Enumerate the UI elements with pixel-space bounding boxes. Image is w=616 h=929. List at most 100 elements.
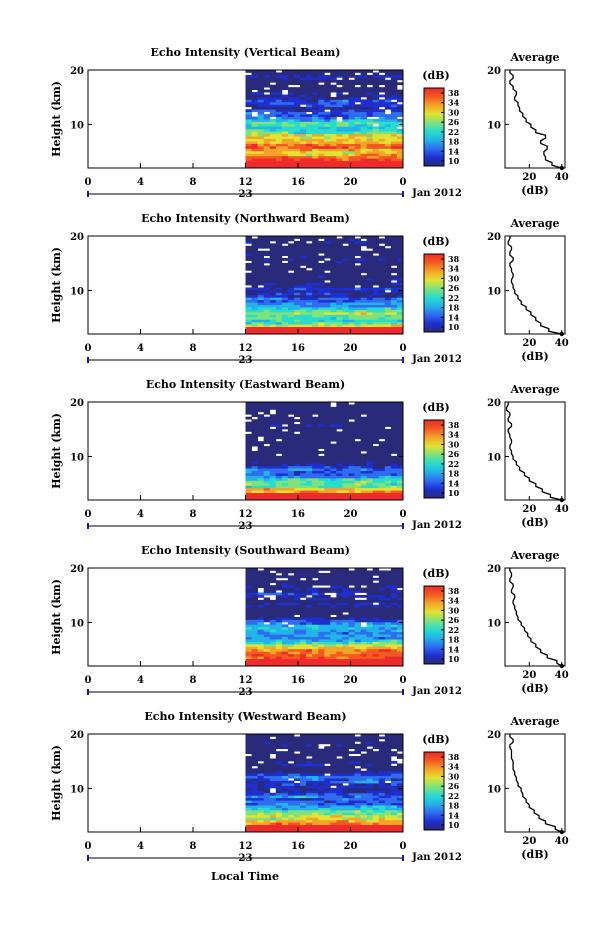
heatmap-cell: [312, 250, 319, 254]
heatmap-cell: [378, 809, 386, 813]
heatmap-cell: [306, 101, 313, 105]
heatmap-cell: [348, 468, 355, 471]
heatmap-cell: [384, 319, 392, 323]
heatmap-cell: [378, 490, 386, 494]
heatmap-cell: [275, 575, 283, 579]
heatmap-cell: [354, 104, 361, 108]
heatmap-cell: [269, 458, 277, 462]
heatmap-cell: [390, 248, 398, 252]
heatmap-cell: [269, 485, 277, 489]
heatmap-cell: [245, 590, 252, 593]
heatmap-cell: [372, 651, 380, 655]
heatmap-cell: [354, 463, 361, 467]
heatmap-cell: [348, 285, 355, 288]
heatmap-cell: [390, 641, 398, 645]
heatmap-cell: [275, 89, 283, 93]
heatmap-cell: [336, 819, 343, 823]
heatmap-cell: [257, 114, 265, 117]
heatmap-cell: [360, 802, 368, 806]
heatmap-cell: [390, 426, 398, 430]
heatmap-cell: [245, 436, 252, 440]
heatmap-cell: [312, 424, 319, 427]
heatmap-cell: [306, 770, 313, 774]
heatmap-cell: [300, 433, 307, 437]
heatmap-cell: [384, 104, 392, 108]
heatmap-cell: [245, 473, 252, 476]
heatmap-cell: [245, 760, 252, 764]
heatmap-cell: [245, 619, 252, 623]
heatmap-cell: [390, 409, 398, 413]
heatmap-cell: [318, 148, 325, 152]
heatmap-cell: [300, 760, 307, 764]
heatmap-cell: [300, 272, 307, 276]
heatmap-cell: [378, 780, 386, 784]
heatmap-cell: [324, 321, 331, 325]
heatmap-cell: [300, 136, 307, 139]
heatmap-cell: [396, 109, 404, 113]
x-tick-label: 20: [344, 343, 358, 354]
heatmap-cell: [318, 809, 325, 813]
heatmap-cell: [330, 238, 337, 242]
heatmap-cell: [354, 70, 361, 73]
heatmap-cell: [251, 160, 259, 164]
heatmap-cell: [330, 111, 337, 115]
heatmap-cell: [306, 114, 313, 117]
heatmap-cell: [300, 458, 307, 462]
heatmap-cell: [366, 653, 374, 657]
heatmap-cell: [251, 141, 259, 144]
heatmap-cell: [263, 773, 271, 777]
heatmap-cell: [366, 802, 374, 806]
heatmap-cell: [336, 648, 343, 652]
heatmap-cell: [366, 787, 374, 791]
heatmap-cell: [281, 783, 289, 786]
heatmap-cell: [300, 639, 307, 642]
heatmap-cell: [312, 634, 319, 637]
heatmap-cell: [330, 294, 337, 298]
heatmap-cell: [300, 648, 307, 652]
heatmap-cell: [366, 465, 374, 469]
heatmap-cell: [306, 436, 313, 440]
heatmap-cell: [293, 658, 301, 662]
heatmap-cell: [263, 809, 271, 813]
heatmap-cell: [390, 631, 398, 635]
heatmap-cell: [342, 289, 349, 293]
heatmap-cell: [257, 72, 265, 76]
heatmap-cell: [293, 441, 301, 445]
heatmap-cell: [312, 87, 319, 90]
heatmap-cell: [330, 773, 337, 777]
heatmap-cell: [390, 785, 398, 789]
heatmap-cell: [300, 807, 307, 811]
heatmap-cell: [312, 626, 319, 630]
heatmap-cell: [275, 428, 283, 432]
heatmap-cell: [330, 128, 337, 132]
heatmap-cell: [390, 136, 398, 139]
heatmap-cell: [269, 617, 277, 620]
heatmap-cell: [336, 482, 343, 486]
heatmap-cell: [281, 302, 289, 305]
heatmap-cell: [396, 74, 404, 78]
heatmap-cell: [312, 582, 319, 586]
heatmap-cell: [257, 648, 265, 652]
heatmap-cell: [300, 243, 307, 247]
y-axis-label: Height (km): [50, 247, 63, 323]
heatmap-cell: [348, 822, 355, 826]
heatmap-cell: [396, 277, 404, 281]
heatmap-cell: [245, 236, 252, 239]
heatmap-cell: [354, 150, 361, 154]
heatmap-cell: [336, 807, 343, 811]
heatmap-cell: [293, 495, 301, 498]
heatmap-cell: [257, 145, 265, 149]
heatmap-cell: [342, 817, 349, 821]
heatmap-cell: [287, 817, 295, 821]
heatmap-cell: [312, 482, 319, 486]
heatmap-cell: [342, 123, 349, 127]
heatmap-cell: [281, 324, 289, 328]
heatmap-cell: [390, 485, 398, 489]
heatmap-cell: [324, 658, 331, 662]
heatmap-cell: [275, 636, 283, 640]
heatmap-cell: [396, 431, 404, 435]
heatmap-cell: [318, 74, 325, 78]
heatmap-cell: [330, 455, 337, 459]
heatmap-cell: [372, 243, 380, 247]
heatmap-cell: [390, 424, 398, 427]
